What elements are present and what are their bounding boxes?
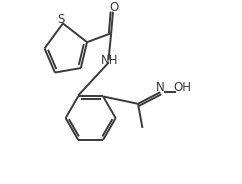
Text: N: N: [156, 81, 164, 94]
Text: S: S: [57, 13, 65, 26]
Text: O: O: [109, 1, 119, 14]
Text: NH: NH: [101, 54, 118, 67]
Text: OH: OH: [173, 81, 191, 94]
